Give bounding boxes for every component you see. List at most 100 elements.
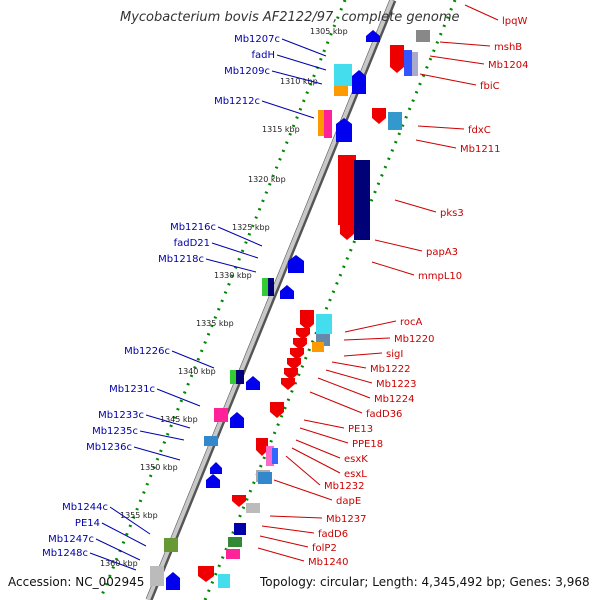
left-leader-14 [95,538,141,561]
gene-label-Mb1236c: Mb1236c [86,442,132,453]
gene-cluster-1 [293,338,307,350]
right-leader-25 [257,547,305,562]
gene-label-folP2: folP2 [312,543,337,554]
gene-fadD6 [246,503,260,513]
gene-label-Mb1240: Mb1240 [308,557,348,568]
inner-tick-ring [98,0,347,600]
right-leader-23 [261,525,315,534]
left-leader-1 [276,54,327,71]
scale-label-10: 1355 kbp [120,511,158,520]
left-gene-labels: Mb1207c fadH Mb1209c Mb1212c Mb1216c fadD21 Mb… [42,34,327,571]
gene-label-Mb1223: Mb1223 [376,379,416,390]
gene-label-Mb1233c: Mb1233c [98,410,144,421]
map-title: Mycobacterium bovis AF2122/97, complete … [120,10,460,25]
gene-PE13 [270,402,284,418]
gene-esxK [266,446,274,466]
left-leader-10 [139,430,185,441]
gene-label-Mb1224: Mb1224 [374,394,414,405]
gene-cluster-4 [284,368,298,380]
right-leader-12 [331,361,367,369]
gene-Mb1240-a [228,537,242,547]
scale-label-2: 1315 kbp [262,125,300,134]
right-leader-2 [429,55,485,65]
scale-label-9: 1350 kbp [140,463,178,472]
genome-backbone [145,0,397,600]
gene-Mb1226c-b [236,370,244,384]
gene-label-esxL: esxL [344,469,367,480]
scale-label-6: 1335 kbp [196,319,234,328]
tick-rings [98,0,457,600]
right-leader-13 [325,369,373,384]
gene-Mb1204-b [412,52,418,76]
scale-label-3: 1320 kbp [248,175,286,184]
gene-Mb1232c [230,412,244,428]
gene-label-Mb1247c: Mb1247c [48,534,94,545]
right-leader-4 [417,125,465,130]
gene-label-mshB: mshB [494,42,522,53]
left-leader-11 [133,446,181,461]
gene-label-PE13: PE13 [348,424,373,435]
gene-label-esxK: esxK [344,454,368,465]
gene-label-fadD36: fadD36 [366,409,402,420]
gene-label-Mb1237: Mb1237 [326,514,366,525]
gene-Mb1247c [150,566,164,586]
right-leader-10 [343,337,391,341]
gene-mshB [390,45,404,73]
gene-label-Mb1235c: Mb1235c [92,426,138,437]
gene-label-fdxC: fdxC [468,125,491,136]
gene-label-Mb1218c: Mb1218c [158,254,204,265]
gene-dapE [258,472,272,484]
backbone-line [146,0,394,600]
scale-label-8: 1345 kbp [160,415,198,424]
right-leader-3 [419,73,477,86]
gene-label-Mb1212c: Mb1212c [214,96,260,107]
topology-summary: Topology: circular; Length: 4,345,492 bp… [260,575,590,589]
left-leader-15 [89,552,137,571]
gene-label-Mb1204: Mb1204 [488,60,528,71]
right-leader-24 [259,535,309,548]
gene-label-sigI: sigI [386,349,403,360]
right-leader-15 [309,391,363,414]
left-leader-8 [156,388,201,407]
scale-label-5: 1330 kbp [214,271,252,280]
right-leader-1 [439,41,491,47]
gene-fadH [334,86,348,96]
gene-Mb1244c [164,538,178,552]
right-leader-20 [285,455,321,486]
left-leader-9 [145,414,191,429]
right-leader-16 [303,419,345,429]
scale-label-0: 1305 kbp [310,27,348,36]
gene-Mb1242 [218,574,230,588]
gene-rocA [300,310,314,330]
gene-label-fadD6: fadD6 [318,529,348,540]
right-leader-5 [415,139,457,149]
gene-label-Mb1211: Mb1211 [460,144,500,155]
right-leader-11 [343,352,383,357]
gene-label-fadD21: fadD21 [174,238,210,249]
gene-cluster-0 [296,328,310,340]
gene-Mb1204-a [404,50,412,76]
gene-Mb1207c [334,64,352,86]
gene-PPE18 [256,438,268,456]
gene-fdxC [372,108,386,124]
gene-mmpL10 [340,220,354,240]
gene-cluster-5 [281,378,295,390]
right-leader-0 [464,4,499,21]
gene-features [150,30,430,590]
gene-label-PE14: PE14 [75,518,100,529]
gene-Mb1212c-b [324,110,332,138]
right-leader-8 [371,261,415,276]
gene-Mb1237 [232,495,246,507]
right-leader-21 [273,479,333,501]
gene-Mb1231c [214,408,228,422]
gene-label-papA3: papA3 [426,247,458,258]
left-leader-13 [101,522,147,547]
gene-label-fbiC: fbiC [480,81,500,92]
gene-label-fadH: fadH [251,50,275,61]
gene-label-Mb1216c: Mb1216c [170,222,216,233]
right-leader-22 [269,515,323,519]
right-leader-18 [295,439,341,459]
gene-pks3 [338,155,356,225]
gene-label-Mb1226c: Mb1226c [124,346,170,357]
gene-Mb1211 [388,112,402,130]
